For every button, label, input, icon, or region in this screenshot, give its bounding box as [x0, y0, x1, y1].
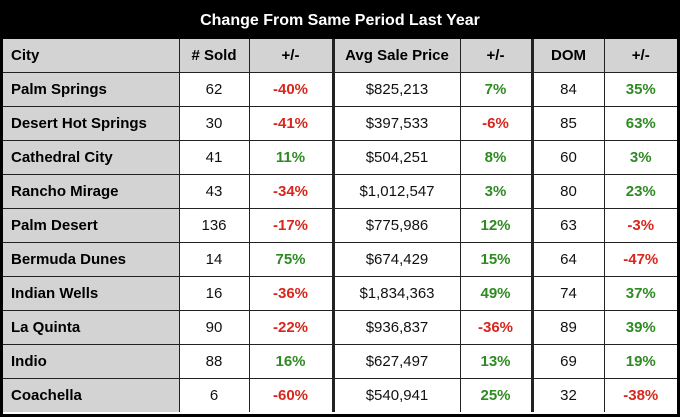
cell-dom: 69	[531, 344, 605, 379]
cell-dom-change: -3%	[603, 208, 677, 243]
header-city: City	[3, 39, 180, 73]
cell-avg-price: $775,986	[332, 208, 461, 243]
header-dom-change: +/-	[603, 39, 677, 73]
cell-city: Cathedral City	[3, 140, 180, 175]
cell-dom: 89	[531, 310, 605, 345]
cell-dom: 32	[531, 378, 605, 412]
cell-sold: 14	[178, 242, 250, 277]
cell-sold-change: -36%	[248, 276, 335, 311]
header-dom: DOM	[531, 39, 605, 73]
table-row: Indio 88 16% $627,497 13% 69 19%	[3, 344, 677, 379]
cell-avg-price: $674,429	[332, 242, 461, 277]
cell-price-change: 3%	[459, 174, 534, 209]
cell-avg-price: $1,834,363	[332, 276, 461, 311]
cell-price-change: 13%	[459, 344, 534, 379]
cell-dom-change: -47%	[603, 242, 677, 277]
cell-dom: 74	[531, 276, 605, 311]
cell-avg-price: $936,837	[332, 310, 461, 345]
table-row: Desert Hot Springs 30 -41% $397,533 -6% 85 63%	[3, 106, 677, 141]
cell-avg-price: $540,941	[332, 378, 461, 412]
cell-dom-change: 35%	[603, 72, 677, 107]
cell-sold: 6	[178, 378, 250, 412]
cell-sold: 62	[178, 72, 250, 107]
cell-dom-change: 63%	[603, 106, 677, 141]
cell-dom: 85	[531, 106, 605, 141]
cell-sold-change: -60%	[248, 378, 335, 412]
cell-city: Indian Wells	[3, 276, 180, 311]
cell-dom-change: 19%	[603, 344, 677, 379]
table-row: La Quinta 90 -22% $936,837 -36% 89 39%	[3, 310, 677, 345]
table-row: Bermuda Dunes 14 75% $674,429 15% 64 -47%	[3, 242, 677, 277]
cell-sold-change: -40%	[248, 72, 335, 107]
table-row: Palm Desert 136 -17% $775,986 12% 63 -3%	[3, 208, 677, 243]
cell-sold-change: -41%	[248, 106, 335, 141]
header-row: City # Sold +/- Avg Sale Price +/- DOM +…	[3, 39, 677, 73]
cell-sold-change: 11%	[248, 140, 335, 175]
cell-dom: 64	[531, 242, 605, 277]
cell-sold-change: 16%	[248, 344, 335, 379]
cell-sold: 30	[178, 106, 250, 141]
header-sold-change: +/-	[248, 39, 335, 73]
cell-sold-change: 75%	[248, 242, 335, 277]
cell-city: Coachella	[3, 378, 180, 412]
cell-avg-price: $397,533	[332, 106, 461, 141]
cell-city: Desert Hot Springs	[3, 106, 180, 141]
table-row: Coachella 6 -60% $540,941 25% 32 -38%	[3, 378, 677, 412]
cell-city: Rancho Mirage	[3, 174, 180, 209]
cell-sold: 16	[178, 276, 250, 311]
cell-dom: 80	[531, 174, 605, 209]
cell-avg-price: $1,012,547	[332, 174, 461, 209]
cell-avg-price: $825,213	[332, 72, 461, 107]
table-row: Palm Springs 62 -40% $825,213 7% 84 35%	[3, 72, 677, 107]
cell-sold-change: -17%	[248, 208, 335, 243]
cell-avg-price: $627,497	[332, 344, 461, 379]
cell-sold: 136	[178, 208, 250, 243]
cell-sold-change: -34%	[248, 174, 335, 209]
cell-price-change: -36%	[459, 310, 534, 345]
header-price-change: +/-	[459, 39, 534, 73]
cell-dom-change: 37%	[603, 276, 677, 311]
cell-dom-change: -38%	[603, 378, 677, 412]
cell-price-change: 25%	[459, 378, 534, 412]
cell-city: Palm Springs	[3, 72, 180, 107]
cell-city: Indio	[3, 344, 180, 379]
cell-price-change: -6%	[459, 106, 534, 141]
header-sold: # Sold	[178, 39, 250, 73]
cell-dom: 63	[531, 208, 605, 243]
cell-dom: 60	[531, 140, 605, 175]
cell-avg-price: $504,251	[332, 140, 461, 175]
table-row: Cathedral City 41 11% $504,251 8% 60 3%	[3, 140, 677, 175]
cell-price-change: 15%	[459, 242, 534, 277]
cell-price-change: 7%	[459, 72, 534, 107]
cell-sold: 90	[178, 310, 250, 345]
cell-price-change: 12%	[459, 208, 534, 243]
cell-sold: 43	[178, 174, 250, 209]
cell-city: La Quinta	[3, 310, 180, 345]
cell-sold: 41	[178, 140, 250, 175]
table-row: Rancho Mirage 43 -34% $1,012,547 3% 80 23%	[3, 174, 677, 209]
cell-sold: 88	[178, 344, 250, 379]
cell-price-change: 49%	[459, 276, 534, 311]
cell-city: Palm Desert	[3, 208, 180, 243]
cell-dom-change: 23%	[603, 174, 677, 209]
table-row: Indian Wells 16 -36% $1,834,363 49% 74 37%	[3, 276, 677, 311]
cell-dom-change: 3%	[603, 140, 677, 175]
cell-dom: 84	[531, 72, 605, 107]
header-avg-price: Avg Sale Price	[332, 39, 461, 73]
cell-dom-change: 39%	[603, 310, 677, 345]
cell-sold-change: -22%	[248, 310, 335, 345]
cell-price-change: 8%	[459, 140, 534, 175]
stats-table: City # Sold +/- Avg Sale Price +/- DOM +…	[3, 39, 677, 412]
cell-city: Bermuda Dunes	[3, 242, 180, 277]
table-title: Change From Same Period Last Year	[3, 3, 677, 39]
